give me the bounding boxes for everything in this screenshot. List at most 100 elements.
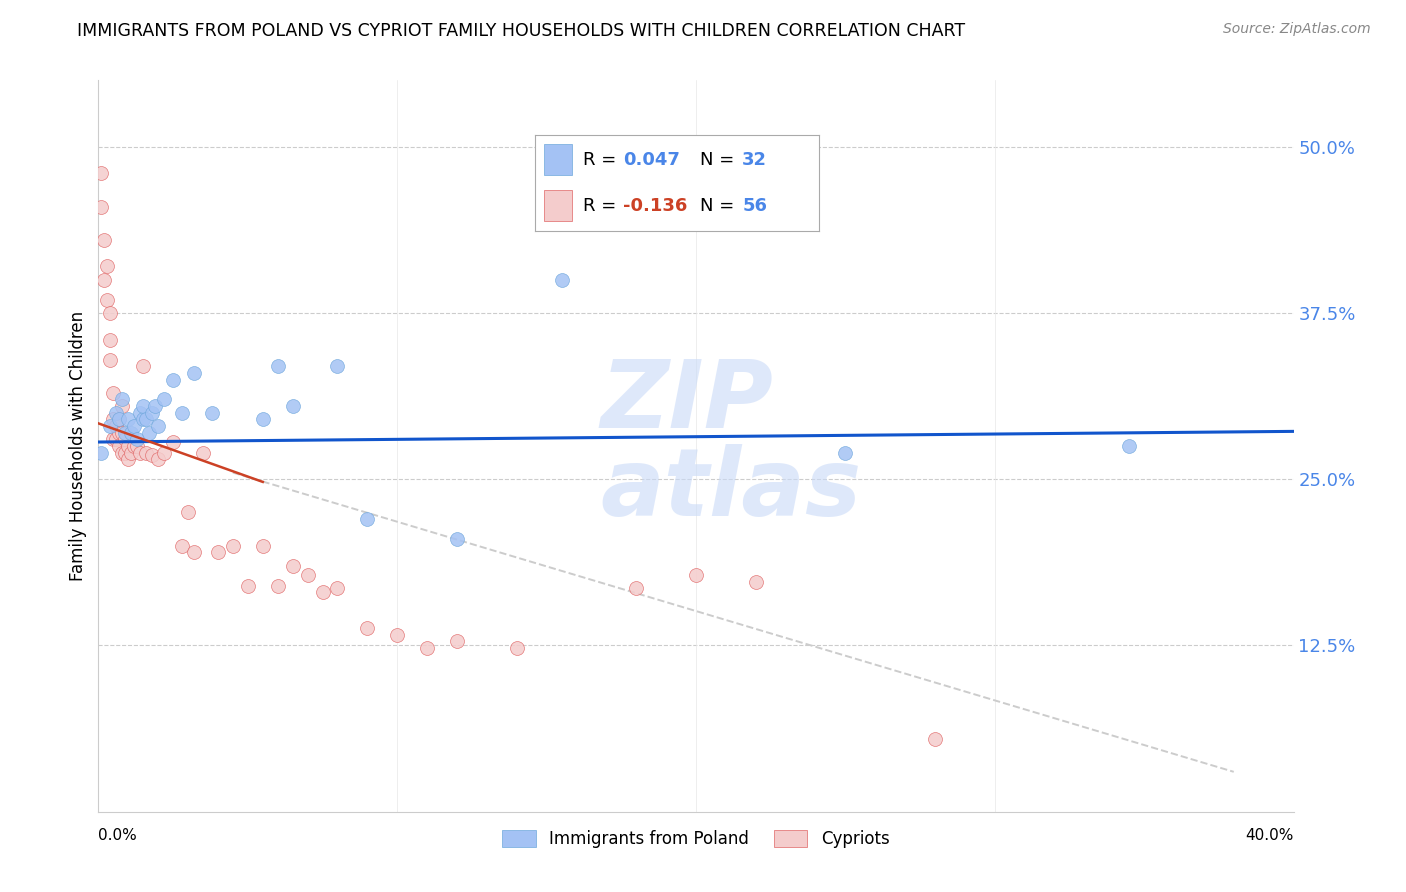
Point [117,412,139,426]
Point [297,568,319,582]
Point [111,425,134,440]
Point [129,406,152,420]
Point [416,641,439,656]
Point [172,406,194,420]
Point [132,359,155,374]
Text: 0.047: 0.047 [623,151,681,169]
Point [103,385,125,400]
Point [108,412,131,426]
Point [446,634,468,648]
Point [356,512,378,526]
Point [1118,439,1140,453]
Point [108,439,131,453]
Text: 32: 32 [742,151,768,169]
Bar [544,190,572,221]
Point [506,641,529,656]
Point [120,425,142,440]
Point [98,419,122,434]
Text: 0.0%: 0.0% [98,828,138,843]
Point [385,628,409,642]
Point [111,445,134,459]
Point [148,419,170,434]
Point [93,273,115,287]
Point [124,439,146,453]
Point [90,166,112,180]
Point [111,392,134,407]
Text: Source: ZipAtlas.com: Source: ZipAtlas.com [1223,22,1371,37]
Point [191,445,214,459]
Point [111,399,134,413]
Point [90,200,112,214]
Point [117,452,139,467]
Point [281,399,304,413]
Point [105,433,128,447]
Point [132,399,155,413]
Point [141,406,163,420]
Point [924,731,946,746]
Point [108,412,131,426]
Point [117,439,139,453]
Point [127,433,149,447]
Point [96,260,118,274]
Point [105,419,128,434]
Point [183,366,205,380]
Point [267,579,290,593]
Point [446,532,468,546]
Text: 40.0%: 40.0% [1246,828,1294,843]
Point [141,448,163,462]
Bar [544,145,572,175]
Point [124,419,146,434]
Point [127,439,149,453]
Point [153,445,176,459]
Text: -0.136: -0.136 [623,196,688,215]
Point [108,425,131,440]
Text: R =: R = [583,151,623,169]
Point [132,412,155,426]
Text: ZIP: ZIP [600,356,773,448]
Point [143,399,166,413]
Point [281,558,304,573]
Point [162,372,184,386]
Point [98,352,122,367]
Point [183,545,205,559]
Point [626,582,648,596]
Legend: Immigrants from Poland, Cypriots: Immigrants from Poland, Cypriots [496,823,896,855]
Point [103,433,125,447]
Point [114,425,136,440]
Y-axis label: Family Households with Children: Family Households with Children [69,311,87,581]
Point [834,445,856,459]
Text: N =: N = [700,151,740,169]
Point [252,539,274,553]
Point [135,445,157,459]
Point [120,445,142,459]
Point [114,445,136,459]
Point [148,452,170,467]
Point [745,574,768,589]
Point [129,445,152,459]
Point [114,433,136,447]
Point [207,545,229,559]
Point [153,392,176,407]
Point [135,412,157,426]
Point [172,539,194,553]
Point [177,506,200,520]
Point [311,585,333,599]
Point [98,333,122,347]
Point [236,579,259,593]
Point [103,412,125,426]
Point [550,273,572,287]
Text: N =: N = [700,196,740,215]
Point [138,425,160,440]
Point [326,359,349,374]
Text: atlas: atlas [600,444,862,536]
Point [222,539,245,553]
Point [105,406,128,420]
Point [96,293,118,307]
Point [90,445,112,459]
Point [162,435,184,450]
Point [326,582,349,596]
Point [252,412,274,426]
Point [267,359,290,374]
Point [201,406,224,420]
Text: IMMIGRANTS FROM POLAND VS CYPRIOT FAMILY HOUSEHOLDS WITH CHILDREN CORRELATION CH: IMMIGRANTS FROM POLAND VS CYPRIOT FAMILY… [77,22,966,40]
